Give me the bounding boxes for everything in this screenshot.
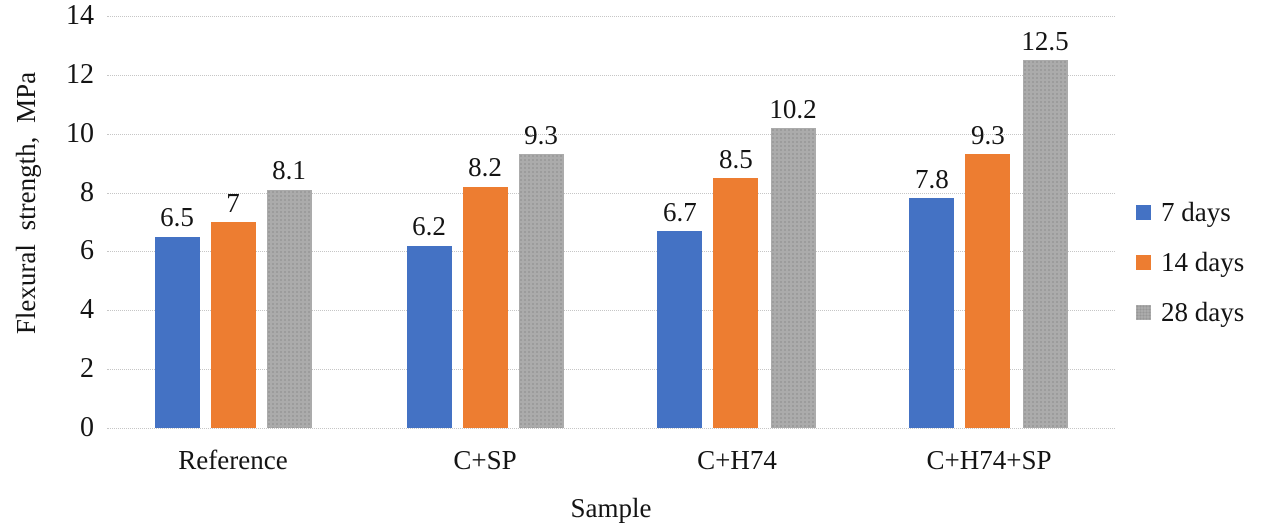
bar-14-days — [210, 222, 256, 428]
bar-wrap-14-days: 9.3 — [965, 16, 1011, 428]
y-tick-label: 6 — [80, 235, 94, 267]
gridline — [107, 251, 1115, 253]
y-tick-label: 2 — [80, 353, 94, 385]
bar-28-days — [1022, 60, 1068, 428]
bar-wrap-28-days: 10.2 — [769, 16, 817, 428]
gridline — [107, 74, 1115, 76]
bar-value-label: 8.5 — [719, 143, 753, 174]
bar-value-label: 9.3 — [524, 119, 558, 150]
y-tick-label: 4 — [80, 294, 94, 326]
x-tick-label: C+H74 — [697, 445, 777, 475]
bar-value-label: 8.1 — [272, 155, 306, 186]
y-tick-label: 14 — [66, 0, 94, 31]
bar-wrap-7-days: 6.5 — [154, 16, 200, 428]
gridline — [107, 16, 1115, 17]
bar-wrap-7-days: 6.2 — [406, 16, 452, 428]
bar-group-reference: 6.5 7 8.1 — [107, 16, 359, 428]
bar-value-label: 9.3 — [971, 119, 1005, 150]
bar-wrap-28-days: 9.3 — [518, 16, 564, 428]
bar-wrap-7-days: 6.7 — [657, 16, 703, 428]
bar-7-days — [909, 198, 955, 428]
bar-value-label: 7.8 — [915, 164, 949, 195]
bar-wrap-14-days: 8.2 — [462, 16, 508, 428]
bar-7-days — [406, 245, 452, 428]
bar-group-c-h74-sp: 7.8 9.3 12.5 — [863, 16, 1115, 428]
y-tick-label: 12 — [66, 58, 94, 90]
legend: 7 days 14 days 28 days — [1136, 197, 1244, 347]
bar-value-label: 6.2 — [412, 211, 446, 242]
bar-value-label: 10.2 — [769, 93, 817, 124]
y-tick-label: 0 — [80, 412, 94, 443]
gridline — [107, 133, 1115, 135]
bar-groups: 6.5 7 8.1 6.2 8.2 9.3 6.7 8.5 10.2 7.8 9.3 12.5 — [107, 16, 1115, 428]
bar-14-days — [462, 186, 508, 428]
bar-7-days — [657, 230, 703, 428]
gridline — [107, 369, 1115, 371]
legend-item-7-days: 7 days — [1136, 197, 1244, 227]
x-axis-title: Sample — [570, 493, 652, 523]
y-tick-label: 8 — [80, 176, 94, 208]
bar-14-days — [965, 154, 1011, 428]
x-axis-tick-labels: Reference C+SP C+H74 C+H74+SP — [107, 443, 1115, 477]
bar-wrap-14-days: 8.5 — [713, 16, 759, 428]
bar-28-days — [518, 154, 564, 428]
legend-swatch-7-days — [1136, 204, 1151, 220]
y-tick-label: 10 — [66, 117, 94, 149]
bar-wrap-28-days: 8.1 — [266, 16, 312, 428]
bar-group-c-sp: 6.2 8.2 9.3 — [359, 16, 611, 428]
bar-wrap-14-days: 7 — [210, 16, 256, 428]
bar-value-label: 6.5 — [160, 202, 194, 233]
gridline — [107, 428, 1115, 429]
gridline — [107, 310, 1115, 312]
gridline — [107, 192, 1115, 194]
bar-value-label: 12.5 — [1021, 25, 1069, 56]
bar-14-days — [713, 177, 759, 428]
bar-28-days — [266, 189, 312, 428]
bar-group-c-h74: 6.7 8.5 10.2 — [611, 16, 863, 428]
bar-value-label: 6.7 — [663, 196, 697, 227]
plot-area: 6.5 7 8.1 6.2 8.2 9.3 6.7 8.5 10.2 7.8 9.3 12.5 — [107, 16, 1115, 429]
legend-label: 7 days — [1161, 196, 1231, 227]
legend-swatch-28-days — [1136, 304, 1151, 320]
bar-value-label: 7 — [226, 187, 240, 218]
legend-item-14-days: 14 days — [1136, 247, 1244, 277]
bar-wrap-28-days: 12.5 — [1021, 16, 1069, 428]
bar-28-days — [770, 127, 816, 428]
x-tick-label: Reference — [178, 445, 288, 475]
x-tick-label: C+H74+SP — [926, 445, 1052, 475]
x-tick-label: C+SP — [453, 445, 517, 475]
legend-item-28-days: 28 days — [1136, 297, 1244, 327]
bar-wrap-7-days: 7.8 — [909, 16, 955, 428]
legend-label: 14 days — [1161, 246, 1245, 277]
bar-value-label: 8.2 — [468, 152, 502, 183]
bar-7-days — [154, 236, 200, 428]
legend-swatch-14-days — [1136, 254, 1151, 270]
legend-label: 28 days — [1161, 296, 1245, 327]
